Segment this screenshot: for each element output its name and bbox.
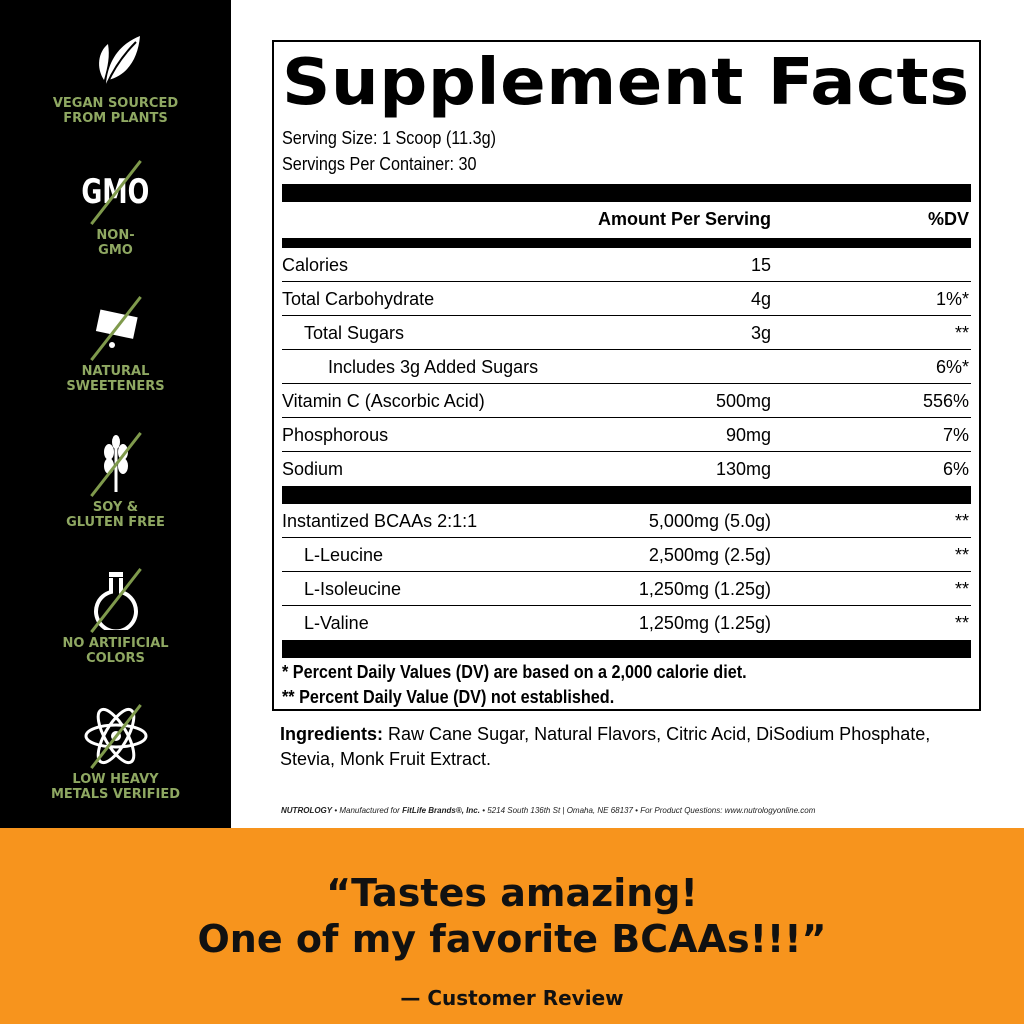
badge-vegan: VEGAN SOURCED FROM PLANTS <box>0 30 231 126</box>
review-quote: “Tastes amazing! One of my favorite BCAAs… <box>0 870 1024 962</box>
nutrient-dv: 6%* <box>935 357 969 377</box>
quote-line: “Tastes amazing! <box>326 871 698 915</box>
nutrient-row: Includes 3g Added Sugars 6%* <box>282 350 971 384</box>
panel-title: Supplement Facts <box>282 46 970 120</box>
nutrient-name: Sodium <box>282 459 344 479</box>
nutrient-amount: 500mg <box>715 391 771 411</box>
badge-label: NATURAL <box>81 364 150 379</box>
nutrient-dv: ** <box>954 511 969 531</box>
nutrient-dv: ** <box>954 613 969 633</box>
nutrient-dv: ** <box>954 579 969 599</box>
divider <box>282 486 971 504</box>
nutrient-row: Phosphorous 90mg 7% <box>282 418 971 452</box>
nutrient-name: L-Leucine <box>304 545 384 565</box>
badge-label: SWEETENERS <box>66 379 165 394</box>
badge-label: FROM PLANTS <box>63 111 168 126</box>
atom-crossed-icon <box>0 703 231 769</box>
nutrient-name: Total Carbohydrate <box>282 289 435 309</box>
review-attribution: — Customer Review <box>400 986 624 1010</box>
sep: • <box>332 806 340 815</box>
nutrient-dv: 1%* <box>935 289 969 309</box>
brand: NUTROLOGY <box>281 806 333 815</box>
divider <box>282 184 971 202</box>
supplement-facts-panel: Supplement Facts Serving Size: 1 Scoop (… <box>272 40 981 711</box>
footnote-dv: * Percent Daily Values (DV) are based on… <box>282 662 747 682</box>
manufacturer-line: NUTROLOGY • Manufactured for FitLife Bra… <box>281 806 815 815</box>
nutrient-amount: 4g <box>750 289 771 309</box>
nutrient-dv: ** <box>954 323 969 343</box>
badge-sweeteners: NATURAL SWEETENERS <box>0 295 231 394</box>
review-banner: “Tastes amazing! One of my favorite BCAAs… <box>0 828 1024 1024</box>
nutrient-amount: 1,250mg (1.25g) <box>638 579 771 599</box>
nutrient-name: Total Sugars <box>304 323 405 343</box>
column-dv: %DV <box>927 209 969 229</box>
nutrient-row: Vitamin C (Ascorbic Acid) 500mg 556% <box>282 384 971 418</box>
serving-size: Serving Size: 1 Scoop (11.3g) <box>282 128 497 148</box>
nutrient-name: Includes 3g Added Sugars <box>328 357 539 377</box>
nutrient-dv: 556% <box>922 391 969 411</box>
badge-label: NON- <box>96 228 135 243</box>
ingredients: Ingredients: Raw Cane Sugar, Natural Fla… <box>280 722 980 772</box>
badge-label: NO ARTIFICIAL <box>62 636 169 651</box>
nutrient-name: Instantized BCAAs 2:1:1 <box>282 511 478 531</box>
footnote-not-established: ** Percent Daily Value (DV) not establis… <box>282 687 615 707</box>
wheat-crossed-icon <box>0 431 231 497</box>
nutrient-row: Calories 15 <box>282 248 971 282</box>
flask-crossed-icon <box>0 567 231 633</box>
nutrient-row: L-Valine 1,250mg (1.25g) ** <box>282 606 971 640</box>
nutrient-row: Instantized BCAAs 2:1:1 5,000mg (5.0g) ** <box>282 504 971 538</box>
nutrient-name: L-Isoleucine <box>304 579 402 599</box>
nutrient-row: Total Carbohydrate 4g 1%* <box>282 282 971 316</box>
badge-label: GMO <box>98 243 133 258</box>
column-amount: Amount Per Serving <box>597 209 771 229</box>
nutrient-amount: 90mg <box>725 425 771 445</box>
nutrient-name: L-Valine <box>304 613 369 633</box>
nutrient-dv: 6% <box>942 459 969 479</box>
nutrient-amount: 3g <box>750 323 771 343</box>
sweetener-packet-crossed-icon <box>0 295 231 361</box>
nutrient-dv: 7% <box>942 425 969 445</box>
nutrient-amount: 5,000mg (5.0g) <box>648 511 771 531</box>
nutrient-name: Calories <box>282 255 349 275</box>
nutrient-row: L-Leucine 2,500mg (2.5g) ** <box>282 538 971 572</box>
badge-heavy-metals: LOW HEAVY METALS VERIFIED <box>0 703 231 802</box>
nutrient-row: Sodium 130mg 6% <box>282 452 971 486</box>
made-for: Manufactured for <box>339 806 403 815</box>
badge-no-colors: NO ARTIFICIAL COLORS <box>0 567 231 666</box>
company: FitLife Brands®, Inc. <box>402 806 480 815</box>
leaf-icon <box>0 30 231 90</box>
badge-label: LOW HEAVY <box>72 772 159 787</box>
gmo-crossed-icon: GMO <box>0 159 231 225</box>
nutrient-amount: 15 <box>750 255 771 275</box>
divider <box>282 640 971 658</box>
badge-gluten-free: SOY & GLUTEN FREE <box>0 431 231 530</box>
ingredients-text: Raw Cane Sugar, Natural Flavors, Citric … <box>280 724 931 769</box>
divider <box>282 238 971 248</box>
badge-label: VEGAN SOURCED <box>52 96 179 111</box>
column-header-row: Amount Per Serving %DV <box>282 202 971 236</box>
nutrient-amount: 1,250mg (1.25g) <box>638 613 771 633</box>
badge-non-gmo: GMO NON-GMO <box>0 159 231 258</box>
nutrient-amount: 130mg <box>715 459 771 479</box>
badge-label: SOY & <box>92 500 139 515</box>
nutrient-amount: 2,500mg (2.5g) <box>648 545 771 565</box>
nutrient-name: Phosphorous <box>282 425 389 445</box>
nutrient-name: Vitamin C (Ascorbic Acid) <box>282 391 485 411</box>
servings-per-container: Servings Per Container: 30 <box>282 154 477 174</box>
address: • 5214 South 136th St | Omaha, NE 68137 … <box>479 806 816 815</box>
nutrient-dv: ** <box>954 545 969 565</box>
ingredients-label: Ingredients: <box>280 724 384 744</box>
badge-label: COLORS <box>86 651 145 666</box>
nutrient-row: L-Isoleucine 1,250mg (1.25g) ** <box>282 572 971 606</box>
badge-label: METALS VERIFIED <box>50 787 181 802</box>
quote-line: One of my favorite BCAAs!!!” <box>197 917 827 961</box>
nutrient-row: Total Sugars 3g ** <box>282 316 971 350</box>
badge-label: GLUTEN FREE <box>66 515 165 530</box>
